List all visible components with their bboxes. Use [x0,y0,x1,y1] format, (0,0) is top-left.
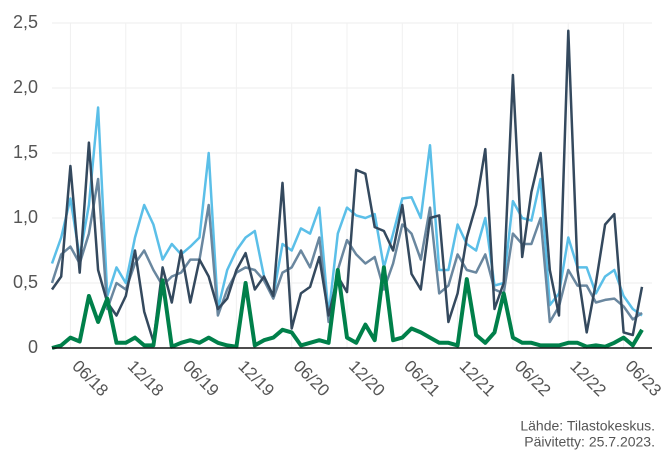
y-tick-label: 2,5 [13,12,38,32]
updated-note: Päivitetty: 25.7.2023. [524,434,655,450]
x-tick-label: 12/18 [124,357,168,401]
x-tick-label: 06/22 [511,357,555,401]
y-tick-label: 2,0 [13,77,38,97]
series-line [50,177,643,324]
y-tick-label: 0,5 [13,272,38,292]
x-tick-label: 12/22 [566,357,610,401]
y-tick-label: 1,0 [13,207,38,227]
source-note: Lähde: Tilastokeskus. [520,418,655,434]
x-tick-label: 12/19 [234,357,278,401]
y-tick-label: 0 [28,337,38,357]
x-tick-label: 12/21 [456,357,500,401]
x-tick-label: 06/23 [622,357,666,401]
series-line [50,29,644,343]
x-tick-label: 06/20 [290,357,334,401]
y-tick-label: 1,5 [13,142,38,162]
x-tick-label: 12/20 [345,357,389,401]
x-tick-label: 06/18 [68,357,112,401]
x-tick-label: 06/19 [179,357,223,401]
x-tick-label: 06/21 [400,357,444,401]
series-line [50,106,643,317]
series-line [51,265,644,350]
